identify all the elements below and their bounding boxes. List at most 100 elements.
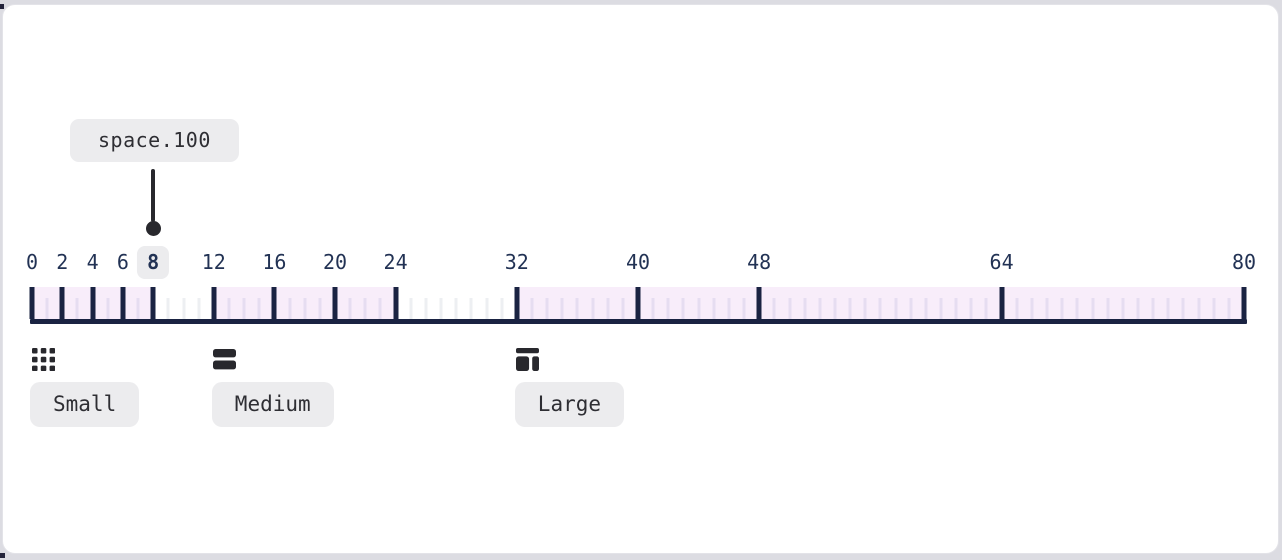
ruler-minor-tick — [742, 298, 746, 319]
tick-number: 16 — [262, 250, 287, 274]
ruler-minor-tick — [424, 298, 428, 319]
ruler-minor-tick — [954, 298, 958, 319]
ruler-minor-tick — [924, 298, 928, 319]
ruler-minor-tick — [363, 298, 367, 319]
ruler-minor-tick — [712, 298, 716, 319]
corner-artifact-top — [0, 4, 4, 9]
tick-number: 2 — [56, 250, 69, 274]
ruler-minor-tick — [1136, 298, 1140, 319]
tick-number: 48 — [747, 250, 772, 274]
ruler-minor-tick — [409, 298, 413, 319]
ruler-minor-tick — [681, 298, 685, 319]
ruler-minor-tick — [1030, 298, 1034, 319]
ruler-minor-tick — [666, 298, 670, 319]
tooltip-connector-dot — [145, 221, 161, 236]
stacked-bars-icon — [213, 348, 237, 371]
ruler-minor-tick — [969, 298, 973, 319]
ruler-minor-tick — [348, 298, 352, 319]
ruler-minor-tick — [318, 298, 322, 319]
ruler-minor-tick — [45, 298, 49, 319]
ruler-minor-tick — [984, 298, 988, 319]
ruler-minor-tick — [697, 298, 701, 319]
ruler-minor-tick — [439, 298, 443, 319]
ruler-minor-tick — [500, 298, 504, 319]
ruler-minor-tick — [848, 298, 852, 319]
ruler-minor-tick — [106, 298, 110, 319]
layout-panels-icon — [516, 348, 540, 371]
tick-number: 32 — [504, 250, 529, 274]
tick-number: 0 — [25, 250, 39, 274]
ruler-minor-tick — [1212, 298, 1216, 319]
ruler-major-tick — [756, 287, 762, 319]
ruler-minor-tick — [833, 298, 837, 319]
ruler-minor-tick — [242, 298, 246, 319]
tick-number: 4 — [86, 250, 99, 274]
grid-dots-icon — [31, 348, 55, 372]
ruler-minor-tick — [1015, 298, 1019, 319]
ruler-minor-tick — [651, 298, 655, 319]
ruler-minor-tick — [621, 298, 625, 319]
ruler-minor-tick — [818, 298, 822, 319]
ruler-minor-tick — [1091, 298, 1094, 319]
ruler-minor-tick — [485, 298, 488, 319]
tick-number: 24 — [383, 250, 408, 274]
ruler-minor-tick — [530, 298, 534, 319]
ruler-minor-tick — [257, 298, 261, 319]
ruler-major-tick — [211, 287, 217, 319]
ruler-minor-tick — [1227, 298, 1231, 319]
ruler-minor-tick — [182, 298, 185, 319]
ruler-minor-tick — [894, 298, 898, 319]
ruler-minor-tick — [1106, 298, 1110, 319]
ruler-minor-tick — [788, 298, 791, 319]
ruler-minor-tick — [606, 298, 610, 319]
ruler-minor-tick — [227, 298, 231, 319]
tick-number-highlighted: 8 — [137, 246, 170, 279]
tick-number: 80 — [1231, 250, 1257, 274]
ruler-minor-tick — [939, 298, 943, 319]
ruler-minor-tick — [303, 298, 307, 319]
size-label-medium: Medium — [211, 382, 334, 427]
ruler-minor-tick — [75, 298, 79, 319]
ruler-minor-tick — [591, 298, 595, 319]
ruler-minor-tick — [1075, 298, 1079, 319]
tick-number: 20 — [322, 250, 348, 274]
ruler-minor-tick — [1166, 298, 1170, 319]
ruler-minor-tick — [1151, 298, 1155, 319]
ruler-major-tick — [150, 287, 156, 319]
ruler-major-tick — [393, 287, 399, 319]
tick-number: 64 — [989, 250, 1014, 274]
size-label-large: Large — [514, 382, 625, 427]
ruler-major-tick — [635, 287, 641, 319]
ruler-minor-tick — [454, 298, 458, 319]
ruler-minor-tick — [166, 298, 170, 319]
ruler-minor-tick — [378, 298, 382, 319]
ruler-minor-tick — [136, 298, 140, 319]
token-tooltip-label: space.100 — [98, 128, 211, 152]
tick-number: 40 — [625, 250, 651, 274]
size-label-small: Small — [30, 382, 140, 427]
ruler-major-tick — [59, 287, 65, 319]
ruler-minor-tick — [1045, 298, 1049, 319]
ruler-minor-tick — [727, 298, 731, 319]
ruler-major-tick — [90, 287, 96, 319]
ruler-minor-tick — [288, 298, 292, 319]
ruler-minor-tick — [1197, 298, 1201, 319]
corner-artifact-bottom — [0, 553, 5, 558]
ruler-minor-tick — [545, 298, 549, 319]
ruler-minor-tick — [560, 298, 564, 319]
ruler-major-tick — [514, 287, 520, 319]
ruler-minor-tick — [575, 298, 579, 319]
tooltip-connector-line — [150, 169, 155, 222]
ruler-minor-tick — [1181, 298, 1185, 319]
tick-number: 6 — [116, 250, 129, 274]
ruler-major-tick — [29, 287, 35, 319]
ruler-minor-tick — [803, 298, 807, 319]
ruler-major-tick — [332, 287, 338, 319]
ruler-major-tick — [271, 287, 277, 319]
canvas-card — [2, 4, 1279, 554]
ruler-minor-tick — [1121, 298, 1125, 319]
tick-number: 12 — [201, 250, 226, 274]
ruler-minor-tick — [197, 298, 201, 319]
ruler-minor-tick — [1060, 298, 1064, 319]
